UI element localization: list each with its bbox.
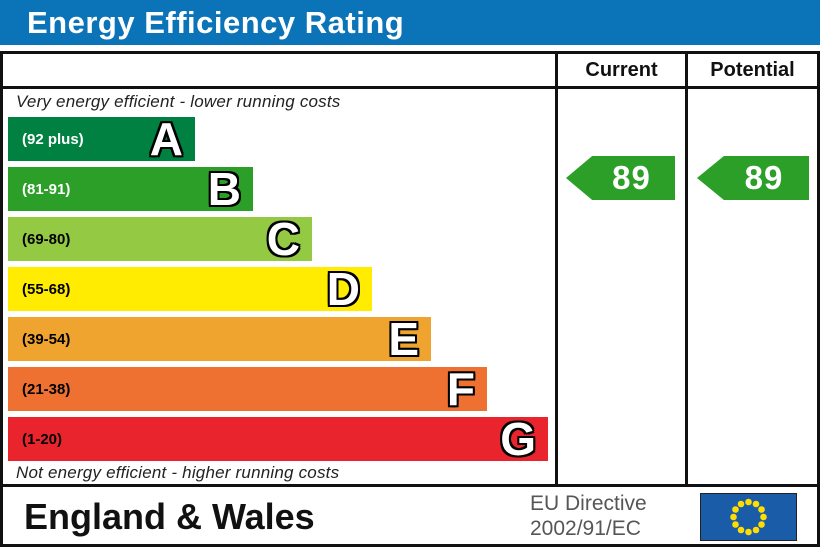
- band-row-F: (21-38) F: [8, 363, 487, 415]
- band-range-label: (1-20): [22, 430, 63, 448]
- footer-row-divider: [0, 484, 820, 487]
- column-divider-current: [555, 51, 558, 487]
- page-title: Energy Efficiency Rating: [27, 4, 405, 40]
- top-note: Very energy efficient - lower running co…: [16, 92, 341, 111]
- band-row-E: (39-54) E: [8, 313, 431, 365]
- header-row-divider: [0, 86, 820, 89]
- title-bar: Energy Efficiency Rating: [0, 0, 820, 45]
- band-row-B: (81-91) B: [8, 163, 253, 215]
- band-letter: D: [326, 263, 360, 315]
- eu-directive-line2: 2002/91/EC: [530, 517, 641, 540]
- table-frame: [0, 51, 820, 547]
- band-row-C: (69-80) C: [8, 213, 312, 265]
- current-rating-value: 89: [612, 159, 651, 196]
- band-row-G: (1-20) G: [8, 413, 548, 465]
- current-rating-arrow: 89: [566, 156, 675, 200]
- band-letter: A: [149, 113, 183, 165]
- band-row-A: (92 plus) A: [8, 113, 195, 165]
- band-range-label: (39-54): [22, 330, 71, 348]
- bottom-note: Not energy efficient - higher running co…: [16, 463, 340, 482]
- potential-rating-value: 89: [744, 159, 784, 196]
- rating-bands: (92 plus) A (81-91) B (69-80) C (55-68) D (39-54…: [8, 113, 548, 467]
- band-range-label: (69-80): [22, 230, 71, 248]
- band-row-D: (55-68) D: [8, 263, 372, 315]
- band-letter: C: [266, 213, 300, 265]
- eu-directive-line1: EU Directive: [530, 492, 647, 515]
- band-letter: B: [207, 163, 241, 215]
- band-letter: F: [446, 363, 475, 415]
- column-header-current: Current: [585, 58, 658, 81]
- column-header-potential: Potential: [710, 58, 795, 81]
- band-range-label: (55-68): [22, 280, 71, 298]
- potential-rating-arrow: 89: [697, 156, 809, 200]
- region-label: England & Wales: [24, 496, 315, 537]
- eu-flag-stars: [730, 498, 767, 536]
- column-divider-potential: [685, 51, 688, 487]
- band-letter: E: [388, 313, 419, 365]
- eu-directive-label: EU Directive 2002/91/EC: [530, 491, 647, 541]
- band-range-label: (81-91): [22, 180, 71, 198]
- band-range-label: (92 plus): [22, 130, 84, 148]
- eu-flag-icon: [700, 493, 797, 541]
- band-range-label: (21-38): [22, 380, 71, 398]
- band-letter: G: [500, 413, 536, 465]
